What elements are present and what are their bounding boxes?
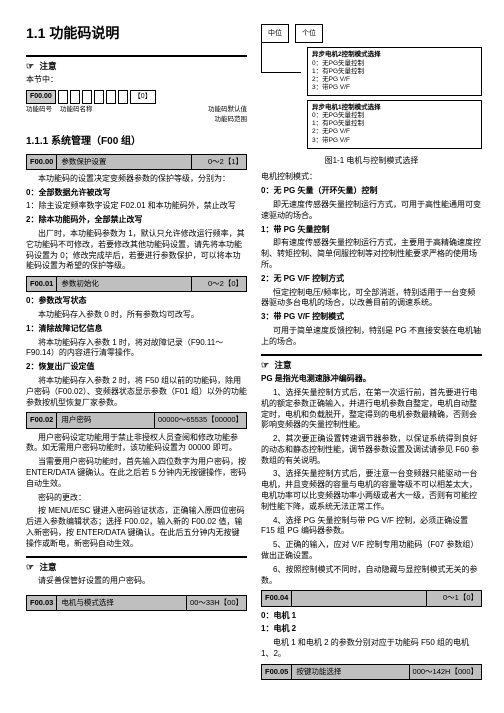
fc-label-1: 功能码名称: [60, 106, 93, 115]
param-row-f0001: F00.01 参数初始化 0～2【0】: [26, 276, 247, 292]
body-text: 1：带 PG 矢量控制: [261, 225, 482, 236]
param-row-f0002: F00.02 用户密码 00000～65535【00000】: [26, 412, 247, 428]
body-text: 恒定控制电压/频率比，可全部消逝，特别适用于一台变频器驱动多台电机的场合，以改善…: [261, 288, 482, 310]
body-text: 0：参数改写状态: [26, 296, 247, 307]
notice-word: 注意: [39, 61, 56, 71]
page-title: 1.1 功能码说明: [26, 24, 247, 43]
body-text: 1、选择矢量控制方式后，在第一次运行前，首先要进行电机的额定参数正确输入，并进行…: [261, 388, 482, 431]
param-val: 00～33H【00】: [186, 595, 247, 611]
param-code: F00.01: [26, 276, 57, 292]
fc-label-0: 功能码号: [26, 106, 52, 115]
body-text: 0：电机 1: [261, 611, 482, 622]
param-label: 参数初始化: [57, 276, 191, 292]
body-text: 本功能码的设置决定变频器参数的保护等级，分别为：: [26, 174, 247, 185]
body-text: PG 是指光电测速脉冲编码器。: [261, 374, 482, 385]
param-val: 0～2【0】: [191, 276, 247, 292]
body-text: 本功能码存入参数 0 时，所有参数均可改写。: [26, 310, 247, 321]
body-text: 按 MENU/ESC 键进入密码验证状态，正确输入原四位密码后进入参数编辑状态；…: [26, 506, 247, 549]
body-text: 密码的更改：: [26, 493, 247, 504]
fc-label-2: 功能码默认值: [208, 106, 247, 115]
diag-box-mid: 中位: [261, 24, 289, 43]
notice-word: 注意: [39, 562, 56, 572]
notice-word: 注意: [274, 360, 291, 370]
body-text: 即有速度传感器矢量控制运行方式，主要用于高精确速度控制、转矩控制、简单伺服控制等…: [261, 238, 482, 270]
param-row-f0005: F00.05 按键功能选择 000～142H【000】: [261, 664, 482, 680]
body-text: 5、正确的输入，应对 V/F 控制专用功能码（F07 参数组）做出正确设置。: [261, 540, 482, 562]
fc-cell-3: [82, 90, 92, 103]
fc-cell-1: [58, 90, 68, 103]
body-text: 1：除主设定频率数字设定 F02.01 和本功能码外，禁止改写: [26, 201, 247, 212]
param-code: F00.02: [26, 412, 57, 428]
param-row-f0004: F00.04 0～1【0】: [261, 590, 482, 606]
body-text: 出厂时，本功能码参数为 1，默认只允许修改运行频率，其它功能码不可修改，若要修改…: [26, 229, 247, 272]
notice-icon: ☞: [26, 61, 37, 71]
diag-box-motor2: 异步电机2控制模式选择 0：无PG矢量控制 1：有PG矢量控制 2：无PG V/…: [307, 47, 482, 96]
fc-label-3: 功能码范围: [215, 116, 248, 125]
diag-box-low: 个位: [295, 24, 323, 43]
body-text: 电机控制模式：: [261, 172, 482, 183]
notice-bar-3: ☞ 注意: [261, 354, 482, 371]
param-row-f0003: F00.03 电机与模式选择 00～33H【00】: [26, 595, 247, 611]
param-val: 0～1【0】: [426, 590, 482, 606]
body-text: 电机 1 和电机 2 的参数分别对应于功能码 F50 组的电机 1、2。: [261, 638, 482, 660]
param-label: [292, 590, 426, 606]
funcode-diagram: F00.00 【0】 功能码号 功能码名称 功能码默认值 功能码范围: [26, 90, 247, 125]
body-text: 3、选择矢量控制方式后，要注意一台变频器只能驱动一台电机，并且变频器的容量与电机…: [261, 469, 482, 512]
section-heading: 1.1.1 系统管理（F00 组）: [26, 135, 247, 149]
param-val: 00000～65535【00000】: [154, 412, 247, 428]
body-text: 2：无 PG V/F 控制方式: [261, 274, 482, 285]
fc-cell-0: F00.00: [26, 90, 56, 103]
notice-bar-1: ☞ 注意: [26, 55, 247, 72]
body-text: 0：无 PG 矢量（开环矢量）控制: [261, 186, 482, 197]
left-column: 1.1 功能码说明 ☞ 注意 本节中： F00.00 【0】 功能码号 功能码名…: [26, 24, 247, 684]
fc-cell-5: [106, 90, 116, 103]
mode-diagram: 中位 个位 异步电机2控制模式选择 0：无PG矢量控制 1：有PG矢量控制 2：…: [261, 24, 482, 166]
diag-box-motor1: 异步电机1控制模式选择 0：无PG矢量控制 1：有PG矢量控制 2：无PG V/…: [307, 100, 482, 149]
param-val: 0～2【1】: [191, 154, 247, 170]
param-label: 电机与模式选择: [57, 595, 186, 611]
body-text: 请妥善保管好设置的用户密码。: [26, 576, 247, 587]
body-text: 可用于简单速度反馈控制，特别是 PG 不直接安装在电机轴上的场合。: [261, 326, 482, 348]
fc-cell-6: [118, 90, 128, 103]
fc-cell-7: 【0】: [130, 90, 156, 103]
fc-cell-4: [94, 90, 104, 103]
body-text: 1：清除故障记忆信息: [26, 324, 247, 335]
param-code: F00.04: [261, 590, 292, 606]
body-text: 2：恢复出厂设定值: [26, 362, 247, 373]
notice-icon: ☞: [26, 562, 37, 572]
right-column: 中位 个位 异步电机2控制模式选择 0：无PG矢量控制 1：有PG矢量控制 2：…: [261, 24, 482, 684]
param-row-f0000: F00.00 参数保护设置 0～2【1】: [26, 154, 247, 170]
fc-cell-2: [70, 90, 80, 103]
param-val: 000～142H【000】: [409, 664, 482, 680]
param-code: F00.05: [261, 664, 292, 680]
body-text: 4、选择 PG 矢量控制与带 PG V/F 控制，必须正确设置 F15 组 PG…: [261, 516, 482, 538]
body-text: 用户密码设定功能用于禁止非授权人员查阅和修改功能参数。如无需用户密码功能时，该功…: [26, 433, 247, 455]
body-text: 将本功能码存入参数 1 时，将对故障记录（F90.11～F90.14）的内容进行…: [26, 338, 247, 360]
param-code: F00.03: [26, 595, 57, 611]
body-text: 即无速度传感器矢量控制运行方式，可用于高性能通用可变速驱动的场合。: [261, 200, 482, 222]
body-text: 0：全部数据允许被改写: [26, 188, 247, 199]
diagram-caption: 图1-1 电机与控制模式选择: [261, 156, 482, 167]
notice-bar-2: ☞ 注意: [26, 556, 247, 573]
param-label: 参数保护设置: [57, 154, 191, 170]
body-text: 2：除本功能码外，全部禁止改写: [26, 215, 247, 226]
param-label: 用户密码: [57, 412, 154, 428]
body-text: 当需要用户密码功能时，首先输入四位数字为用户密码，按 ENTER/DATA 键确…: [26, 457, 247, 489]
preface: 本节中：: [26, 75, 247, 86]
body-text: 3：带 PG V/F 控制模式: [261, 312, 482, 323]
body-text: 将本功能码存入参数 2 时，将 F50 组以前的功能码，除用户密码（F00.02…: [26, 376, 247, 408]
body-text: 6、按照控制模式不同时，自动隐藏与显控制模式无关的参数。: [261, 565, 482, 587]
param-label: 按键功能选择: [292, 664, 408, 680]
notice-icon: ☞: [261, 360, 272, 370]
body-text: 2、其次要正确设置转速调节器参数，以保证系统得到良好的动态和静态控制性能，调节器…: [261, 434, 482, 466]
body-text: 1：电机 2: [261, 624, 482, 635]
param-code: F00.00: [26, 154, 57, 170]
